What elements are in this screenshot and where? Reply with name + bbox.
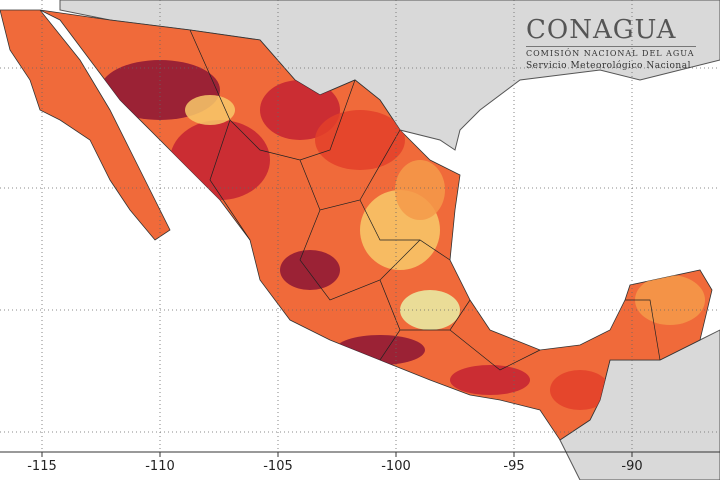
lon-tick-label: -115 (27, 459, 57, 474)
zone-yucatan (635, 275, 705, 325)
logo-service: Servicio Meteorológico Nacional (526, 61, 691, 71)
zone-michoacan-hot (280, 250, 340, 290)
lon-tick-label: -95 (503, 459, 524, 474)
logo-title: CONAGUA (526, 15, 677, 45)
lon-tick-label: -110 (145, 459, 175, 474)
conagua-logo: CONAGUA COMISIÓN NACIONAL DEL AGUA Servi… (526, 16, 696, 71)
lon-tick-label: -90 (621, 459, 642, 474)
zone-cdmx-cool (400, 290, 460, 330)
baja-california (0, 9, 171, 241)
gridlines (0, 0, 720, 452)
zone-guerrero-hot (335, 335, 425, 365)
lon-tick-label: -105 (263, 459, 293, 474)
zone-north-mild (185, 95, 235, 125)
lon-tick-label: -100 (381, 459, 411, 474)
lon-tick-labels: -115 -110 -105 -100 -95 -90 (27, 452, 643, 474)
zone-tamaulipas-warm (395, 160, 445, 220)
state-borders (189, 29, 661, 371)
zone-chiapas (550, 370, 610, 410)
zone-chihuahua-hot (260, 80, 340, 140)
zone-oaxaca (450, 365, 530, 395)
zone-coahuila (315, 110, 405, 170)
logo-subtitle: COMISIÓN NACIONAL DEL AGUA (526, 46, 696, 58)
